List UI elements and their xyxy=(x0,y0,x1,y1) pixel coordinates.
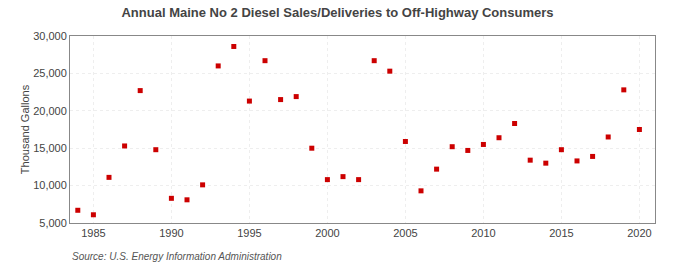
svg-text:1985: 1985 xyxy=(81,227,105,239)
svg-text:2005: 2005 xyxy=(393,227,417,239)
svg-text:Thousand Gallons: Thousand Gallons xyxy=(19,84,31,174)
svg-text:Source: U.S. Energy Informatio: Source: U.S. Energy Information Administ… xyxy=(72,251,282,262)
svg-text:10,000: 10,000 xyxy=(33,179,67,191)
svg-text:2000: 2000 xyxy=(315,227,339,239)
svg-text:20,000: 20,000 xyxy=(33,105,67,117)
svg-text:1995: 1995 xyxy=(237,227,261,239)
svg-text:2020: 2020 xyxy=(627,227,651,239)
svg-text:15,000: 15,000 xyxy=(33,142,67,154)
svg-text:1990: 1990 xyxy=(159,227,183,239)
svg-text:30,000: 30,000 xyxy=(33,30,67,42)
svg-text:Annual Maine No 2 Diesel Sales: Annual Maine No 2 Diesel Sales/Deliverie… xyxy=(121,5,553,20)
svg-text:25,000: 25,000 xyxy=(33,67,67,79)
svg-text:5,000: 5,000 xyxy=(39,217,67,229)
svg-text:2010: 2010 xyxy=(471,227,495,239)
svg-text:2015: 2015 xyxy=(549,227,573,239)
